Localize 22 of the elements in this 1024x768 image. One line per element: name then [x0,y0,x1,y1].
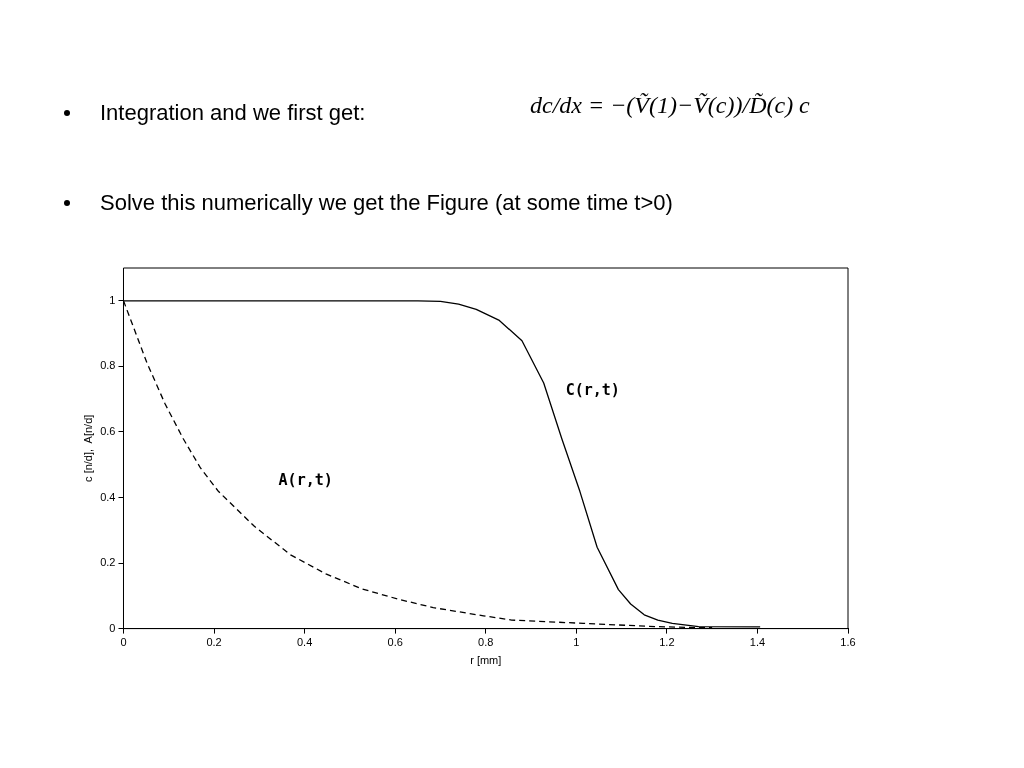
x-tick-label: 0.2 [206,636,222,649]
y-axis-title: c [n/d], A[n/d] [81,414,94,482]
x-tick-label: 1.6 [840,636,856,649]
y-tick-label: 1 [109,293,116,306]
text: A(r,t) [278,471,333,490]
y-tick-label: 0.4 [100,490,116,503]
y-tick-label: 0.2 [100,556,116,569]
y-tick-label: 0 [109,621,116,634]
text: Solve this numerically we get the Figure (at some time t>0) [100,190,673,215]
text: Integration and we first get: [100,100,366,125]
x-axis-title: r [mm] [470,654,502,667]
y-tick-label: 0.8 [100,359,116,372]
x-tick-label: 0.8 [478,636,494,649]
text: dc/dx = −(Ṽ(1)−Ṽ(c))/D̃(c) c [530,92,810,119]
x-tick-label: 1.4 [749,636,766,649]
x-tick-label: 0.6 [387,636,403,649]
y-tick-label: 0.6 [100,424,116,437]
x-tick-label: 0 [120,636,127,649]
x-tick-label: 1.2 [659,636,675,649]
series-label: C(r,t) [565,380,620,399]
x-tick-label: 1 [573,636,580,649]
x-tick-label: 0.4 [296,636,313,649]
